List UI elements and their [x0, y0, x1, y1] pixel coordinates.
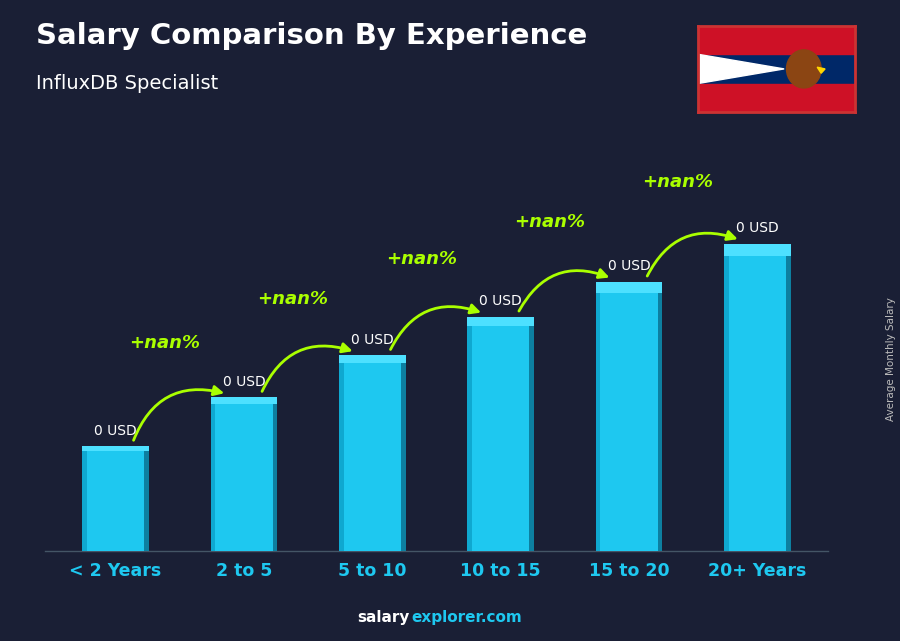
Bar	[724, 244, 729, 551]
Text: +nan%: +nan%	[385, 250, 456, 268]
Circle shape	[787, 50, 821, 88]
Bar	[467, 317, 534, 551]
Bar	[82, 446, 149, 551]
Bar	[467, 317, 472, 551]
Bar	[401, 356, 406, 551]
Text: salary: salary	[357, 610, 410, 625]
Polygon shape	[698, 26, 855, 112]
Polygon shape	[698, 83, 855, 112]
Bar	[211, 397, 215, 551]
Bar	[82, 446, 149, 451]
Text: Average Monthly Salary: Average Monthly Salary	[886, 297, 896, 421]
Bar	[596, 282, 662, 293]
Bar	[596, 282, 662, 551]
Bar	[724, 244, 791, 256]
Bar	[339, 356, 406, 551]
Bar	[211, 397, 277, 551]
Bar	[82, 446, 87, 551]
Bar	[529, 317, 534, 551]
Bar	[211, 397, 277, 404]
Text: +nan%: +nan%	[257, 290, 328, 308]
Text: +nan%: +nan%	[643, 173, 714, 191]
Bar	[596, 282, 600, 551]
Bar	[467, 317, 534, 326]
Text: 0 USD: 0 USD	[736, 221, 778, 235]
Text: +nan%: +nan%	[129, 334, 200, 352]
Text: 0 USD: 0 USD	[94, 424, 137, 438]
Bar	[144, 446, 149, 551]
Polygon shape	[698, 26, 855, 54]
Text: InfluxDB Specialist: InfluxDB Specialist	[36, 74, 218, 93]
Text: 0 USD: 0 USD	[222, 375, 266, 388]
Bar	[724, 244, 791, 551]
Text: 0 USD: 0 USD	[351, 333, 393, 347]
Text: 0 USD: 0 USD	[608, 260, 651, 273]
Text: Salary Comparison By Experience: Salary Comparison By Experience	[36, 22, 587, 51]
Text: +nan%: +nan%	[514, 213, 585, 231]
Bar	[339, 356, 344, 551]
Polygon shape	[698, 54, 784, 83]
Bar	[658, 282, 662, 551]
Text: 0 USD: 0 USD	[480, 294, 522, 308]
Bar	[786, 244, 791, 551]
Text: explorer.com: explorer.com	[411, 610, 522, 625]
Polygon shape	[817, 67, 825, 73]
Bar	[339, 356, 406, 363]
Bar	[273, 397, 277, 551]
